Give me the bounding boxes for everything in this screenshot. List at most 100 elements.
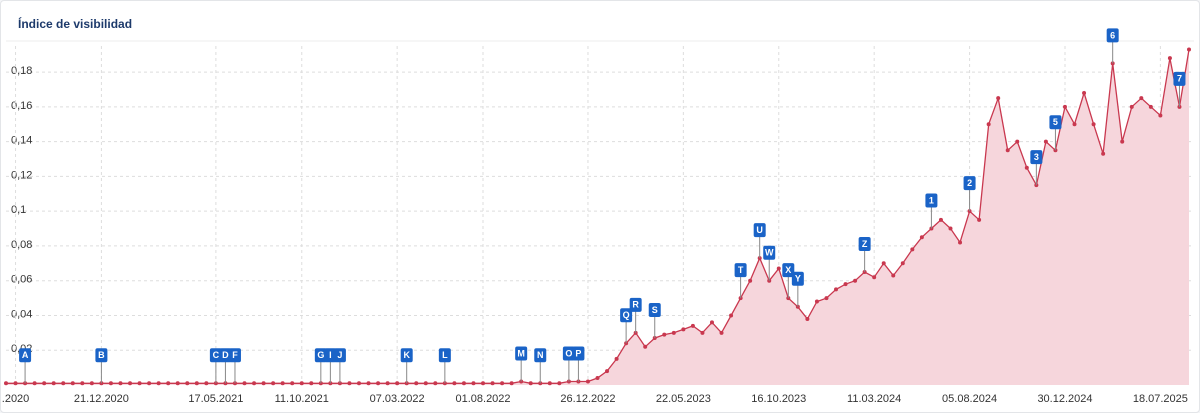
point [1005,148,1010,153]
point [452,381,457,386]
point [366,381,371,386]
point [709,320,714,325]
point [299,381,304,386]
x-tick-label: .2020 [2,393,30,405]
point [891,273,896,278]
x-tick-label: 17.05.2021 [188,393,243,405]
point [376,381,381,386]
chart-title: Índice de visibilidad [18,16,132,31]
x-tick-label: 11.10.2021 [275,393,329,405]
x-tick-label: 18.07.2025 [1133,393,1188,405]
point [843,282,848,287]
point [356,381,361,386]
event-label: Y [795,274,801,284]
point [643,344,648,349]
point [776,266,781,271]
point [547,381,552,386]
point [461,381,466,386]
event-marker [95,348,108,363]
point [13,381,18,386]
point [1072,122,1077,127]
point [557,381,562,386]
point [423,381,428,386]
point [977,217,982,222]
event-label: T [738,265,744,275]
point [242,381,247,386]
point [910,247,915,252]
x-tick-label: 16.10.2023 [751,393,806,405]
point [1091,122,1096,127]
point [900,261,905,266]
point [948,226,953,231]
event-marker [1030,150,1043,165]
event-label: B [98,350,105,360]
x-tick-label: 01.08.2022 [455,393,510,405]
x-tick-label: 22.05.2023 [656,393,711,405]
event-marker [219,348,232,363]
point [1148,104,1153,109]
point [347,381,352,386]
event-marker [333,348,346,363]
point [89,381,94,386]
point [614,356,619,361]
event-label: Z [862,239,868,249]
point [118,381,123,386]
event-marker [228,348,241,363]
event-marker [572,346,585,361]
point [748,278,753,283]
point [853,278,858,283]
point [4,381,8,386]
point [32,381,37,386]
point [280,381,285,386]
event-marker [648,303,661,318]
event-label: U [756,225,763,235]
point [261,381,266,386]
point [919,235,924,240]
point [1158,113,1163,118]
point [986,122,991,127]
event-label: Q [623,310,630,320]
event-label: 3 [1034,152,1039,162]
point [433,381,438,386]
point [1101,151,1106,156]
y-tick-label: 0,16 [11,100,32,112]
point [51,381,56,386]
point [834,287,839,292]
event-marker [858,237,871,251]
event-label: R [632,300,639,310]
y-tick-label: 0,08 [11,239,32,251]
point [1139,96,1144,101]
event-label: F [232,350,238,360]
point [700,330,705,335]
point [996,96,1001,101]
point [1082,90,1087,95]
point [585,379,590,384]
event-label: L [442,350,448,360]
point [414,381,419,386]
point [690,323,695,328]
point [881,261,886,266]
event-marker [515,346,528,361]
point [958,240,963,245]
event-marker [782,263,795,278]
x-tick-label: 21.12.2020 [74,393,129,405]
event-marker [209,348,222,363]
point [194,381,199,386]
point [814,299,819,304]
event-label: G [317,350,324,360]
point [166,381,171,386]
point [204,381,209,386]
event-marker [324,348,337,363]
point [42,381,47,386]
event-marker [763,245,776,260]
event-marker [19,348,32,363]
event-marker [562,346,575,361]
point [147,381,152,386]
event-marker [734,263,747,278]
event-label: 7 [1177,74,1182,84]
point [490,381,495,386]
point [80,381,85,386]
event-marker [534,348,547,363]
event-marker [620,308,633,323]
